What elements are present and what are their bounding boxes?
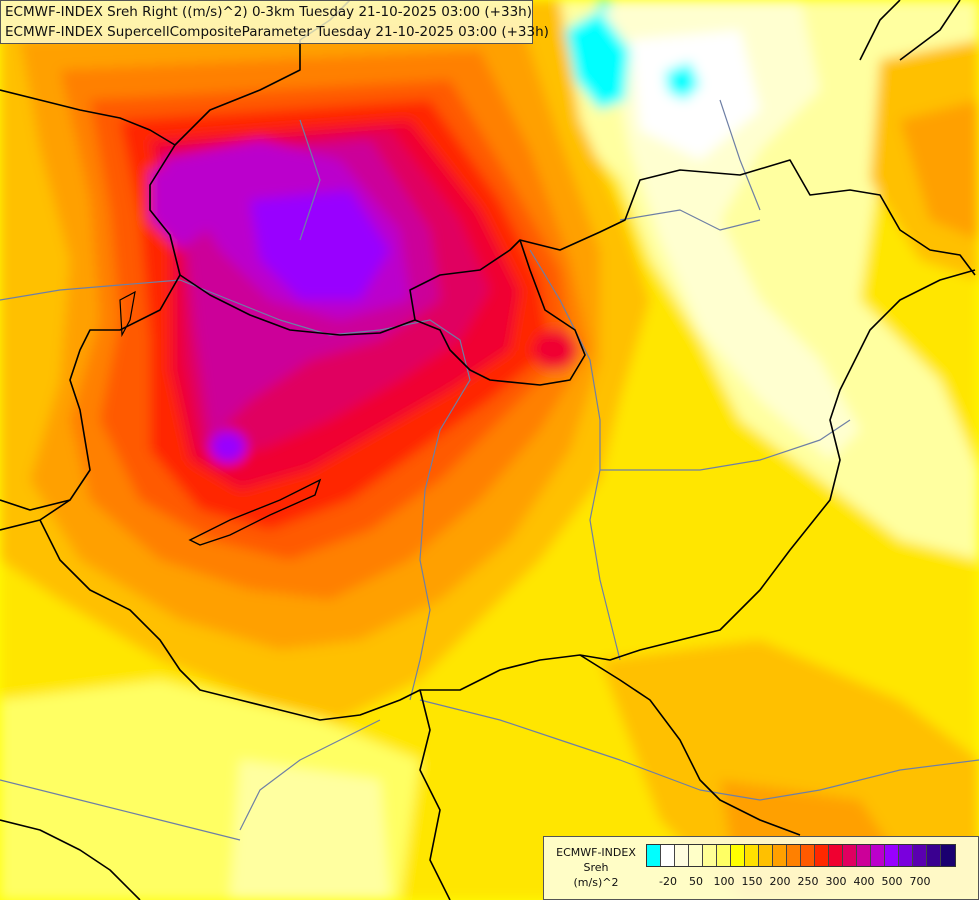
title-line-2: ECMWF-INDEX SupercellCompositeParameter …	[5, 24, 549, 40]
legend-tick-label: 100	[713, 875, 735, 888]
legend-swatch	[689, 845, 703, 866]
legend-title-line-1: ECMWF-INDEX	[556, 846, 636, 859]
legend-swatch	[815, 845, 829, 866]
legend-swatch	[717, 845, 731, 866]
legend-swatch	[675, 845, 689, 866]
legend-swatch	[829, 845, 843, 866]
legend-tick-label: 700	[909, 875, 931, 888]
title-line-1: ECMWF-INDEX Sreh Right ((m/s)^2) 0-3km T…	[5, 4, 532, 20]
legend-tick-label: 500	[881, 875, 903, 888]
legend-swatch	[745, 845, 759, 866]
legend-swatch	[941, 845, 955, 866]
legend-swatch	[843, 845, 857, 866]
legend-swatch	[647, 845, 661, 866]
legend-swatch	[857, 845, 871, 866]
legend-swatch	[885, 845, 899, 866]
legend-title-line-3: (m/s)^2	[573, 876, 619, 889]
legend-swatch	[899, 845, 913, 866]
legend-tick-label: 400	[853, 875, 875, 888]
lake-outline-2	[119, 290, 136, 338]
legend-swatch	[773, 845, 787, 866]
lake-outline	[188, 478, 322, 546]
legend-swatch	[927, 845, 941, 866]
legend-tick-label: 200	[769, 875, 791, 888]
legend-swatch	[801, 845, 815, 866]
legend-swatch	[759, 845, 773, 866]
legend-swatch	[661, 845, 675, 866]
color-legend: ECMWF-INDEX Sreh (m/s)^2 -20 50 100 150 200 2…	[543, 836, 979, 900]
legend-color-bar	[646, 844, 956, 867]
legend-swatch	[731, 845, 745, 866]
legend-title: ECMWF-INDEX Sreh (m/s)^2	[548, 845, 644, 890]
legend-swatch	[913, 845, 927, 866]
map-title-box: ECMWF-INDEX Sreh Right ((m/s)^2) 0-3km T…	[0, 0, 549, 44]
legend-swatch	[787, 845, 801, 866]
legend-title-line-2: Sreh	[583, 861, 609, 874]
rivers	[0, 99, 979, 841]
legend-tick-label: 250	[797, 875, 819, 888]
legend-swatch	[871, 845, 885, 866]
legend-tick-label: 300	[825, 875, 847, 888]
legend-swatch	[703, 845, 717, 866]
legend-tick-label: 150	[741, 875, 763, 888]
legend-tick-label: 50	[689, 875, 703, 888]
legend-tick-label: -20	[659, 875, 677, 888]
